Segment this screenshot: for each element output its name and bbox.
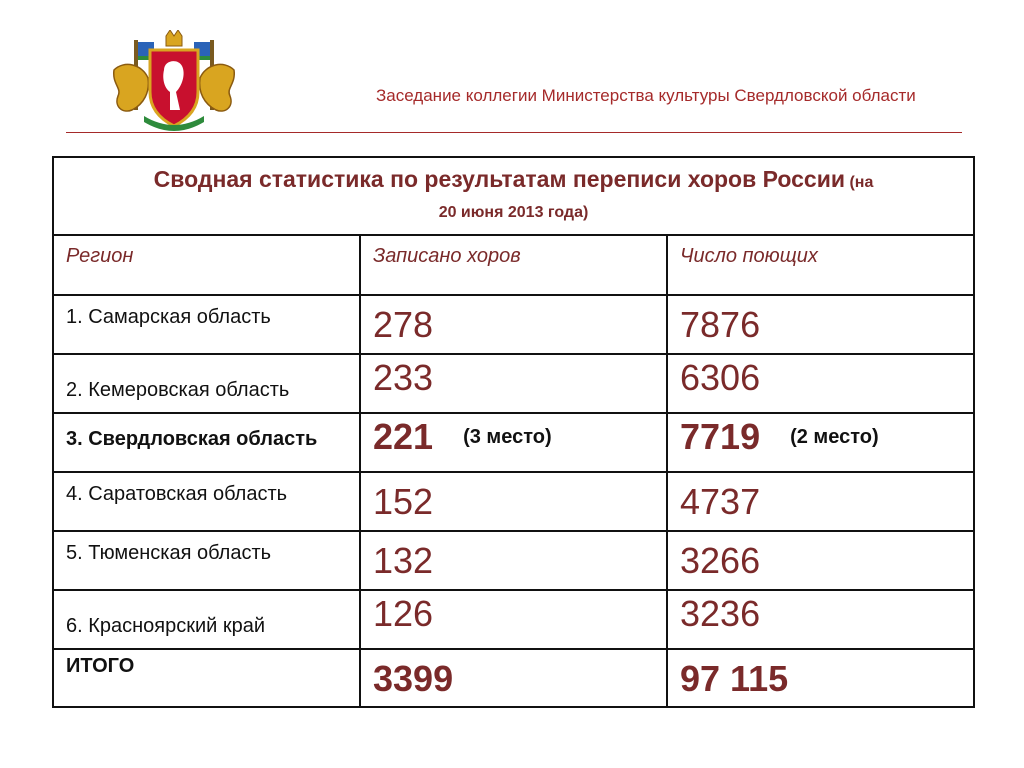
choirs-cell: 152 — [359, 471, 668, 532]
choirs-cell: 233 — [359, 353, 668, 414]
total-label-cell: ИТОГО — [52, 648, 361, 708]
statistics-table: Сводная статистика по результатам перепи… — [51, 156, 976, 708]
column-header-choirs: Записано хоров — [359, 234, 668, 296]
coat-of-arms-icon — [113, 30, 235, 131]
choirs-cell: 221 (3 место) — [359, 412, 668, 473]
total-singers-cell: 97 115 — [665, 648, 976, 708]
table-caption-row: Сводная статистика по результатам перепи… — [51, 156, 976, 236]
choirs-place: (3 место) — [463, 426, 552, 448]
singers-value: 7719 — [680, 416, 761, 457]
meeting-title: Заседание коллегии Министерства культуры… — [376, 86, 916, 105]
choirs-cell: 126 — [359, 589, 668, 650]
region-cell: 4. Саратовская область — [52, 471, 361, 532]
table-row: 2. Кемеровская область 233 6306 — [52, 353, 976, 414]
caption-note-end: 20 июня 2013 года) — [438, 204, 589, 221]
table-row: 1. Самарская область 278 7876 — [52, 294, 976, 355]
caption-note-start: (на — [849, 174, 874, 191]
singers-cell: 6306 — [665, 353, 976, 414]
singers-cell: 7719 (2 место) — [665, 412, 976, 473]
column-header-region: Регион — [52, 234, 361, 296]
region-cell: 3. Свердловская область — [52, 412, 361, 473]
table-caption: Сводная статистика по результатам перепи… — [51, 156, 976, 236]
region-cell: 5. Тюменская область — [52, 530, 361, 591]
caption-title: Сводная статистика по результатам перепи… — [153, 166, 845, 192]
singers-cell: 4737 — [665, 471, 976, 532]
table-row: 6. Красноярский край 126 3236 — [52, 589, 976, 650]
table-row-highlighted: 3. Свердловская область 221 (3 место) 771… — [52, 412, 976, 473]
region-cell: 1. Самарская область — [52, 294, 361, 355]
choirs-cell: 132 — [359, 530, 668, 591]
choirs-cell: 278 — [359, 294, 668, 355]
singers-cell: 3266 — [665, 530, 976, 591]
singers-cell: 7876 — [665, 294, 976, 355]
singers-place: (2 место) — [790, 426, 879, 448]
header-row: Регион Записано хоров Число поющих — [52, 234, 976, 296]
total-choirs-cell: 3399 — [359, 648, 668, 708]
table-total-row: ИТОГО 3399 97 115 — [52, 648, 976, 708]
region-cell: 6. Красноярский край — [52, 589, 361, 650]
choirs-value: 221 — [373, 416, 434, 457]
header-divider — [66, 132, 962, 133]
singers-cell: 3236 — [665, 589, 976, 650]
table-row: 5. Тюменская область 132 3266 — [52, 530, 976, 591]
column-header-singers: Число поющих — [665, 234, 976, 296]
region-cell: 2. Кемеровская область — [52, 353, 361, 414]
table-row: 4. Саратовская область 152 4737 — [52, 471, 976, 532]
